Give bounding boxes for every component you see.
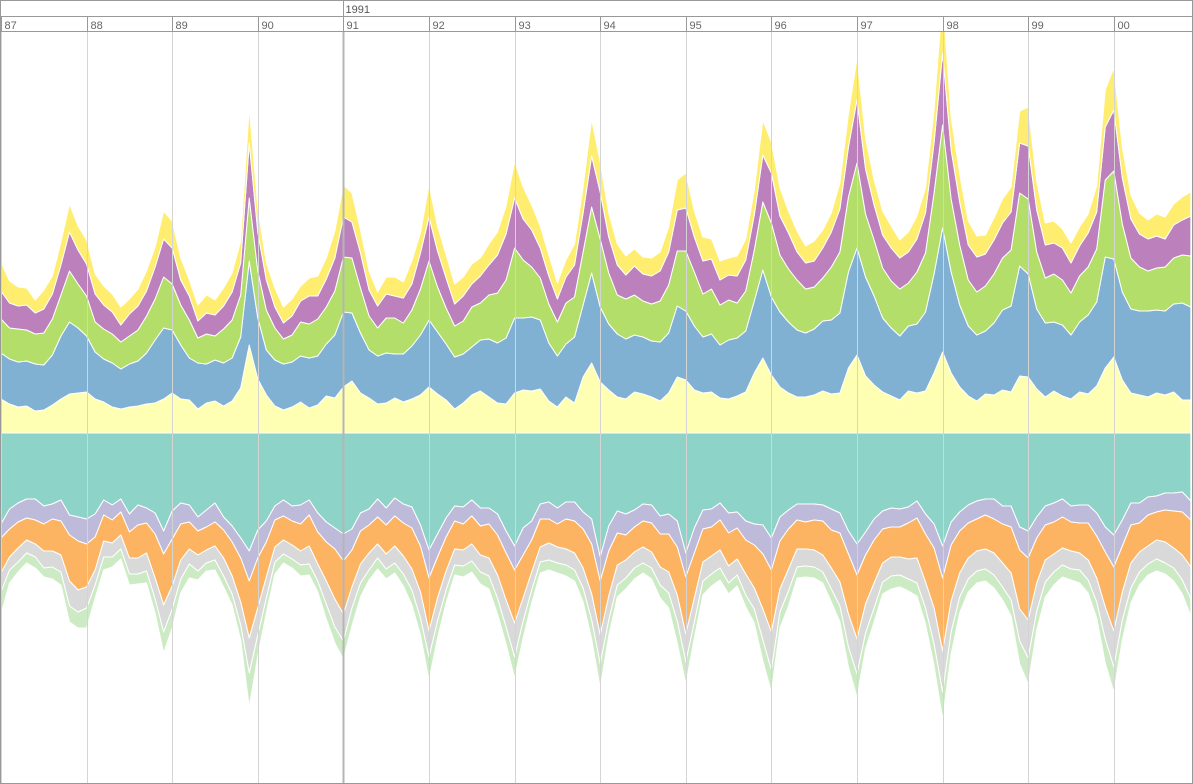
tick-label-95: 95 — [690, 20, 702, 32]
focus-year-label: 1991 — [346, 4, 370, 16]
tick-label-94: 94 — [604, 20, 616, 32]
tick-label-90: 90 — [262, 20, 274, 32]
tick-label-99: 99 — [1032, 20, 1044, 32]
tick-label-91: 91 — [347, 20, 359, 32]
time-axis[interactable]: 87 88 89 90 91 92 93 94 95 96 97 98 99 00 1991 — [0, 0, 1193, 32]
tick-label-93: 93 — [519, 20, 531, 32]
tick-label-98: 98 — [947, 20, 959, 32]
tick-label-96: 96 — [775, 20, 787, 32]
tick-label-00: 00 — [1118, 20, 1130, 32]
area-layers — [0, 0, 1192, 720]
tick-label-92: 92 — [433, 20, 445, 32]
lower-stream-layer-5[interactable] — [0, 548, 1192, 720]
upper-stream-layer-5[interactable] — [0, 0, 1192, 326]
tick-label-88: 88 — [91, 20, 103, 32]
tick-label-97: 97 — [861, 20, 873, 32]
year-gridlines — [1, 32, 1115, 784]
tick-label-87: 87 — [5, 20, 17, 32]
year-ticks: 87 88 89 90 91 92 93 94 95 96 97 98 99 00 — [1, 0, 1130, 32]
tick-label-89: 89 — [176, 20, 188, 32]
